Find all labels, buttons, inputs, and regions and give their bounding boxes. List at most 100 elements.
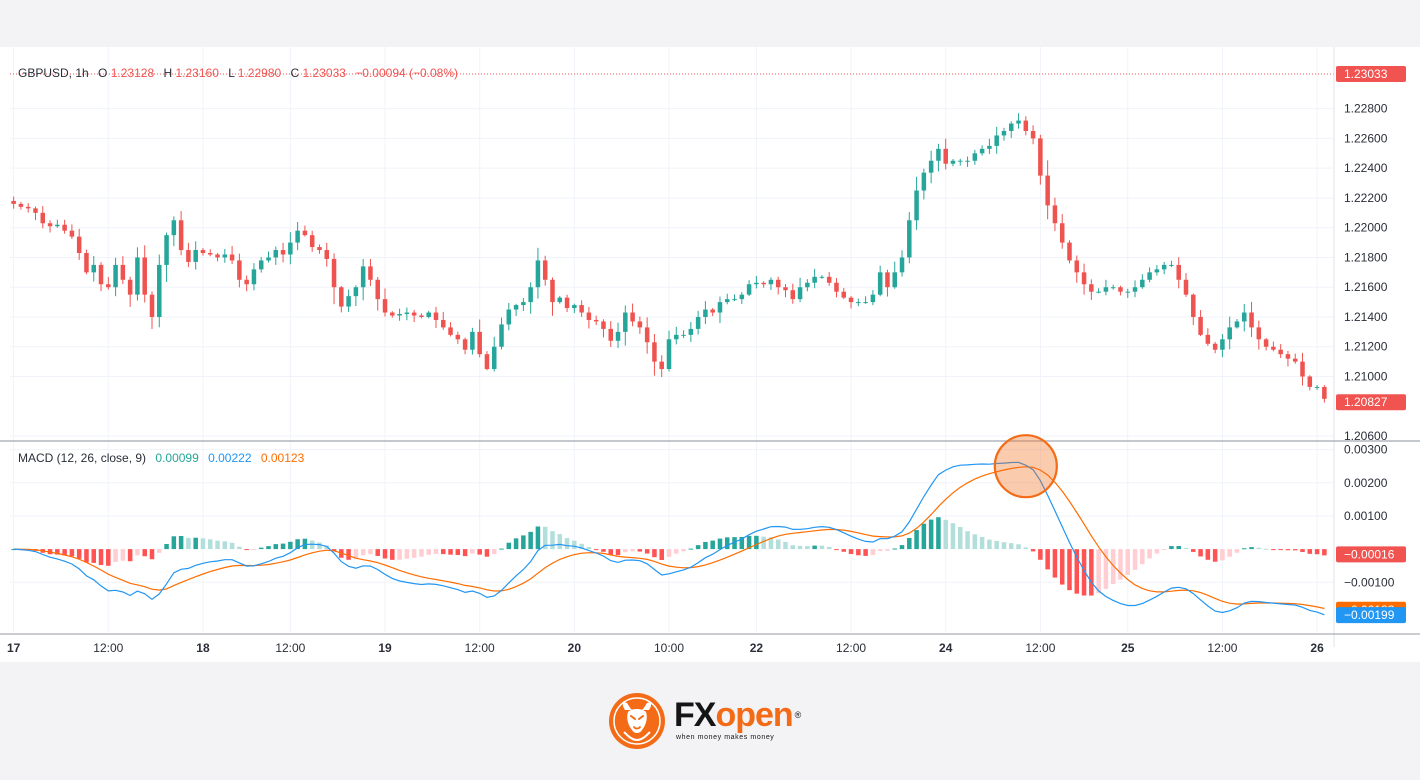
candle-body: [1205, 334, 1211, 344]
time-tick-label: 12:00: [1207, 641, 1237, 655]
brand-logo[interactable]: FXopen ® when money makes money: [608, 690, 818, 752]
macd-hist-bar: [1067, 549, 1072, 591]
macd-hist-bar: [1249, 547, 1254, 550]
chart-canvas[interactable]: 1.22800 1.22600 1.22400 1.22200 1.22000 1.218…: [0, 47, 1420, 662]
macd-hist-bar: [462, 549, 468, 557]
registered-mark: ®: [794, 710, 802, 720]
candle-body: [499, 324, 504, 347]
candle-body: [928, 160, 934, 173]
candle-body: [652, 342, 657, 362]
macd-hist-bar: [1292, 549, 1298, 551]
macd-hist-bar: [979, 537, 985, 550]
candle-body: [484, 354, 490, 370]
candle-body: [55, 224, 60, 227]
candle-body: [222, 254, 228, 258]
candle-body: [120, 264, 126, 280]
candle-body: [1161, 264, 1167, 270]
price-tick-label: 1.21400: [1344, 310, 1388, 324]
time-tick-label: 26: [1310, 641, 1324, 655]
candle-body: [826, 276, 832, 283]
macd-hist-bar: [710, 540, 715, 550]
candle-body: [724, 299, 730, 303]
crossover-highlight: [993, 434, 1058, 499]
macd-hist-bar: [615, 549, 621, 556]
candle-body: [18, 203, 24, 207]
candle-body: [1052, 205, 1058, 224]
candle-body: [448, 327, 453, 335]
candle-body: [470, 331, 475, 350]
macd-hist-bar: [448, 549, 453, 555]
price-legend-h-label: H: [163, 66, 172, 80]
candle-body: [157, 264, 162, 317]
macd-hist-bar: [579, 543, 584, 550]
macd-hist-bar: [193, 537, 198, 550]
candle-body: [360, 266, 366, 288]
candle-body: [703, 309, 708, 317]
candle-body: [542, 260, 548, 280]
candle-body: [1030, 130, 1036, 139]
candle-body: [761, 282, 766, 285]
axis-value-tag: [1336, 65, 1406, 82]
candle-body: [1191, 294, 1196, 317]
price-legend-l-value: 1.22980: [238, 66, 282, 80]
candle-body: [1176, 264, 1181, 280]
macd-hist-bar: [237, 546, 242, 550]
macd-hist-bar: [135, 549, 140, 556]
candle-body: [856, 302, 861, 304]
macd-hist-bar: [258, 547, 264, 550]
candle-body: [215, 254, 220, 258]
macd-hist-bar: [1081, 549, 1087, 596]
candle-body: [688, 328, 694, 335]
candle-body: [113, 264, 118, 288]
macd-hist-bar: [441, 549, 446, 555]
macd-hist-bar: [411, 549, 417, 558]
candle-body: [164, 235, 169, 265]
time-tick-label: 12:00: [465, 641, 495, 655]
candle-body: [666, 339, 672, 370]
crossover-circle: [993, 434, 1058, 499]
macd-hist-bar: [921, 523, 927, 550]
time-tick-label: 25: [1121, 641, 1135, 655]
macd-hist-bar: [222, 541, 228, 550]
macd-hist-bar: [695, 545, 701, 550]
candle-body: [193, 250, 198, 262]
macd-hist-bar: [521, 535, 526, 550]
macd-hist-bar: [1045, 549, 1050, 570]
candle-body: [229, 254, 235, 261]
candle-body: [601, 321, 606, 329]
bull-emblem-icon: [609, 693, 665, 749]
macd-hist-bar: [586, 547, 592, 550]
candle-body: [317, 247, 322, 251]
candle-body: [1314, 386, 1320, 388]
macd-hist-bar: [1212, 549, 1218, 562]
candle-body: [739, 294, 745, 300]
macd-hist-bar: [1256, 547, 1262, 550]
candle-body: [477, 331, 482, 355]
axis-value-tag: [1336, 394, 1406, 411]
macd-hist-bar: [1263, 548, 1269, 550]
macd-hist-bar: [914, 530, 919, 550]
macd-hist-bar: [1198, 549, 1203, 557]
candle-body: [200, 250, 206, 253]
candle-body: [921, 172, 927, 191]
candle-body: [1292, 358, 1298, 362]
candle-body: [506, 309, 512, 325]
macd-hist-bar: [630, 549, 635, 552]
macd-tick-label: 0.00200: [1344, 476, 1388, 490]
macd-hist-bar: [288, 541, 293, 550]
time-tick-label: 12:00: [275, 641, 305, 655]
candle-body: [69, 230, 75, 237]
macd-hist-bar: [346, 549, 351, 560]
macd-hist-bar: [557, 534, 563, 550]
macd-hist-bar: [870, 549, 876, 556]
macd-histogram: [11, 517, 1327, 596]
macd-hist-bar: [732, 537, 737, 550]
candle-body: [1096, 291, 1101, 293]
macd-hist-bar: [1118, 549, 1123, 580]
price-legend-title: GBPUSD, 1h: [18, 66, 89, 80]
macd-hist-bar: [1300, 549, 1305, 552]
candle-body: [1234, 321, 1240, 328]
chart-card: 1.22800 1.22600 1.22400 1.22200 1.22000 1.218…: [0, 47, 1420, 662]
macd-hist-bar: [717, 538, 723, 550]
candle-body: [149, 294, 155, 317]
